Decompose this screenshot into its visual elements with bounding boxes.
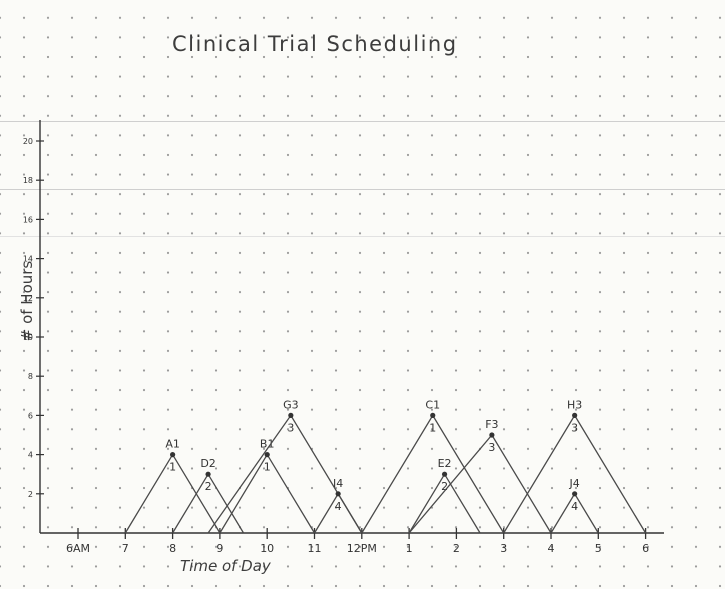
series-name-label: C1 (425, 398, 440, 411)
x-tick-label: 7 (122, 542, 129, 555)
y-tick-label: 14 (23, 255, 33, 264)
series-number-label: 1 (169, 461, 176, 474)
x-tick-label: 6 (642, 542, 649, 555)
series-number-label: 2 (205, 480, 212, 493)
series-line-f3 (408, 433, 552, 534)
y-tick-label: 2 (28, 490, 33, 499)
y-tick-label: 4 (28, 451, 33, 460)
y-tick-label: 20 (23, 137, 33, 146)
y-tick-label: 18 (23, 176, 33, 185)
series-peak-point (572, 412, 578, 418)
y-tick-label: 6 (28, 411, 33, 420)
series-peak-point (572, 491, 578, 497)
x-tick-label: 12PM (347, 542, 377, 555)
y-tick-label: 16 (23, 215, 33, 224)
x-tick-label: 4 (548, 542, 555, 555)
series-peak-point (170, 452, 176, 458)
x-tick-label: 6AM (66, 542, 90, 555)
series-peak-point (288, 412, 294, 418)
series-number-label: 2 (441, 480, 448, 493)
series-number-label: 3 (287, 421, 294, 434)
x-tick-label: 2 (453, 542, 460, 555)
series-peak-point (430, 412, 436, 418)
x-tick-label: 1 (406, 542, 413, 555)
chart-title: Clinical Trial Scheduling (172, 32, 458, 56)
series-name-label: E2 (438, 457, 452, 470)
x-tick-label: 9 (216, 542, 223, 555)
y-tick-label: 12 (23, 294, 33, 303)
series-name-label: J4 (569, 477, 580, 490)
series-number-label: 3 (571, 421, 578, 434)
series-name-label: A1 (165, 438, 180, 451)
series-peak-point (489, 432, 495, 438)
paper-fold-line (0, 121, 725, 122)
series-number-label: 4 (335, 500, 342, 513)
series-name-label: D2 (200, 457, 215, 470)
x-tick-label: 11 (308, 542, 322, 555)
series-peak-point (264, 452, 270, 458)
x-tick-label: 8 (169, 542, 176, 555)
y-tick-label: 10 (23, 333, 33, 342)
series-group: A1 1 D2 2 B1 1 G3 3 I4 4 C1 1 E2 2 F3 3 H3 3 J4 4 (124, 398, 647, 534)
paper-fold-line (0, 236, 725, 237)
x-tick-label: 5 (595, 542, 602, 555)
series-peak-point (335, 491, 341, 497)
x-tick-label: 10 (260, 542, 274, 555)
series-name-label: B1 (260, 438, 275, 451)
series-name-label: G3 (283, 398, 299, 411)
x-tick-label: 3 (500, 542, 507, 555)
series-number-label: 3 (488, 441, 495, 454)
series-number-label: 1 (264, 461, 271, 474)
series-number-label: 4 (571, 500, 578, 513)
series-name-label: F3 (485, 418, 498, 431)
series-name-label: H3 (567, 398, 582, 411)
series-name-label: I4 (333, 477, 343, 490)
series-peak-point (441, 471, 448, 477)
y-tick-label: 8 (28, 372, 33, 381)
x-axis-label: Time of Day (180, 557, 271, 575)
paper-fold-line (0, 189, 725, 190)
series-number-label: 1 (429, 421, 436, 434)
series-peak-point (205, 471, 211, 477)
